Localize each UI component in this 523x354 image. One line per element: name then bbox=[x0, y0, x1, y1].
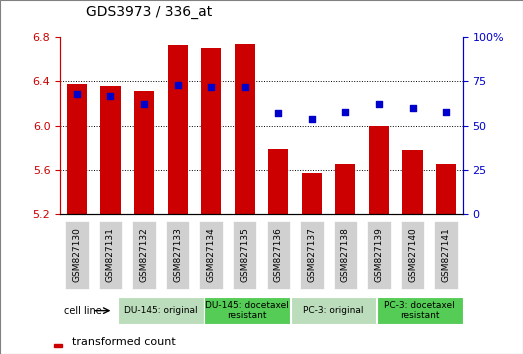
Point bbox=[73, 91, 81, 97]
Bar bbox=[134, 91, 154, 214]
Text: GSM827135: GSM827135 bbox=[240, 227, 249, 282]
Text: GSM827133: GSM827133 bbox=[173, 227, 182, 282]
FancyBboxPatch shape bbox=[334, 221, 357, 289]
Point bbox=[308, 116, 316, 121]
FancyBboxPatch shape bbox=[377, 297, 462, 325]
Bar bbox=[436, 164, 456, 214]
Text: GSM827139: GSM827139 bbox=[374, 227, 383, 282]
FancyBboxPatch shape bbox=[65, 221, 89, 289]
Bar bbox=[403, 150, 423, 214]
Point bbox=[408, 105, 417, 111]
FancyBboxPatch shape bbox=[204, 297, 290, 325]
Bar bbox=[167, 45, 188, 214]
Text: DU-145: docetaxel
resistant: DU-145: docetaxel resistant bbox=[205, 301, 289, 320]
Text: GSM827131: GSM827131 bbox=[106, 227, 115, 282]
Bar bbox=[335, 164, 356, 214]
Text: GSM827132: GSM827132 bbox=[140, 228, 149, 282]
FancyBboxPatch shape bbox=[166, 221, 189, 289]
Text: GSM827140: GSM827140 bbox=[408, 228, 417, 282]
FancyBboxPatch shape bbox=[267, 221, 290, 289]
FancyBboxPatch shape bbox=[291, 297, 376, 325]
FancyBboxPatch shape bbox=[132, 221, 156, 289]
Point bbox=[174, 82, 182, 88]
Text: PC-3: docetaxel
resistant: PC-3: docetaxel resistant bbox=[384, 301, 455, 320]
Bar bbox=[201, 48, 221, 214]
Bar bbox=[67, 84, 87, 214]
Point bbox=[442, 109, 450, 114]
FancyBboxPatch shape bbox=[300, 221, 324, 289]
FancyBboxPatch shape bbox=[367, 221, 391, 289]
FancyBboxPatch shape bbox=[99, 221, 122, 289]
Bar bbox=[235, 44, 255, 214]
Text: GDS3973 / 336_at: GDS3973 / 336_at bbox=[86, 5, 212, 19]
Text: GSM827138: GSM827138 bbox=[341, 227, 350, 282]
Bar bbox=[302, 173, 322, 214]
Bar bbox=[100, 86, 121, 214]
Text: GSM827136: GSM827136 bbox=[274, 227, 283, 282]
Point bbox=[274, 110, 282, 116]
Text: GSM827130: GSM827130 bbox=[72, 227, 82, 282]
Text: PC-3: original: PC-3: original bbox=[303, 306, 363, 315]
FancyBboxPatch shape bbox=[401, 221, 424, 289]
Point bbox=[241, 84, 249, 90]
FancyBboxPatch shape bbox=[118, 297, 203, 325]
Text: GSM827137: GSM827137 bbox=[308, 227, 316, 282]
Text: GSM827141: GSM827141 bbox=[441, 228, 451, 282]
FancyBboxPatch shape bbox=[434, 221, 458, 289]
Point bbox=[207, 84, 215, 90]
Point bbox=[341, 109, 349, 114]
Bar bbox=[369, 126, 389, 214]
Point bbox=[375, 102, 383, 107]
Text: transformed count: transformed count bbox=[72, 337, 176, 347]
Point bbox=[140, 102, 148, 107]
Text: cell line: cell line bbox=[64, 306, 102, 316]
FancyBboxPatch shape bbox=[233, 221, 256, 289]
Text: DU-145: original: DU-145: original bbox=[124, 306, 198, 315]
Text: GSM827134: GSM827134 bbox=[207, 228, 215, 282]
Bar bbox=[54, 344, 62, 347]
Point bbox=[106, 93, 115, 98]
Bar bbox=[268, 149, 288, 214]
FancyBboxPatch shape bbox=[199, 221, 223, 289]
